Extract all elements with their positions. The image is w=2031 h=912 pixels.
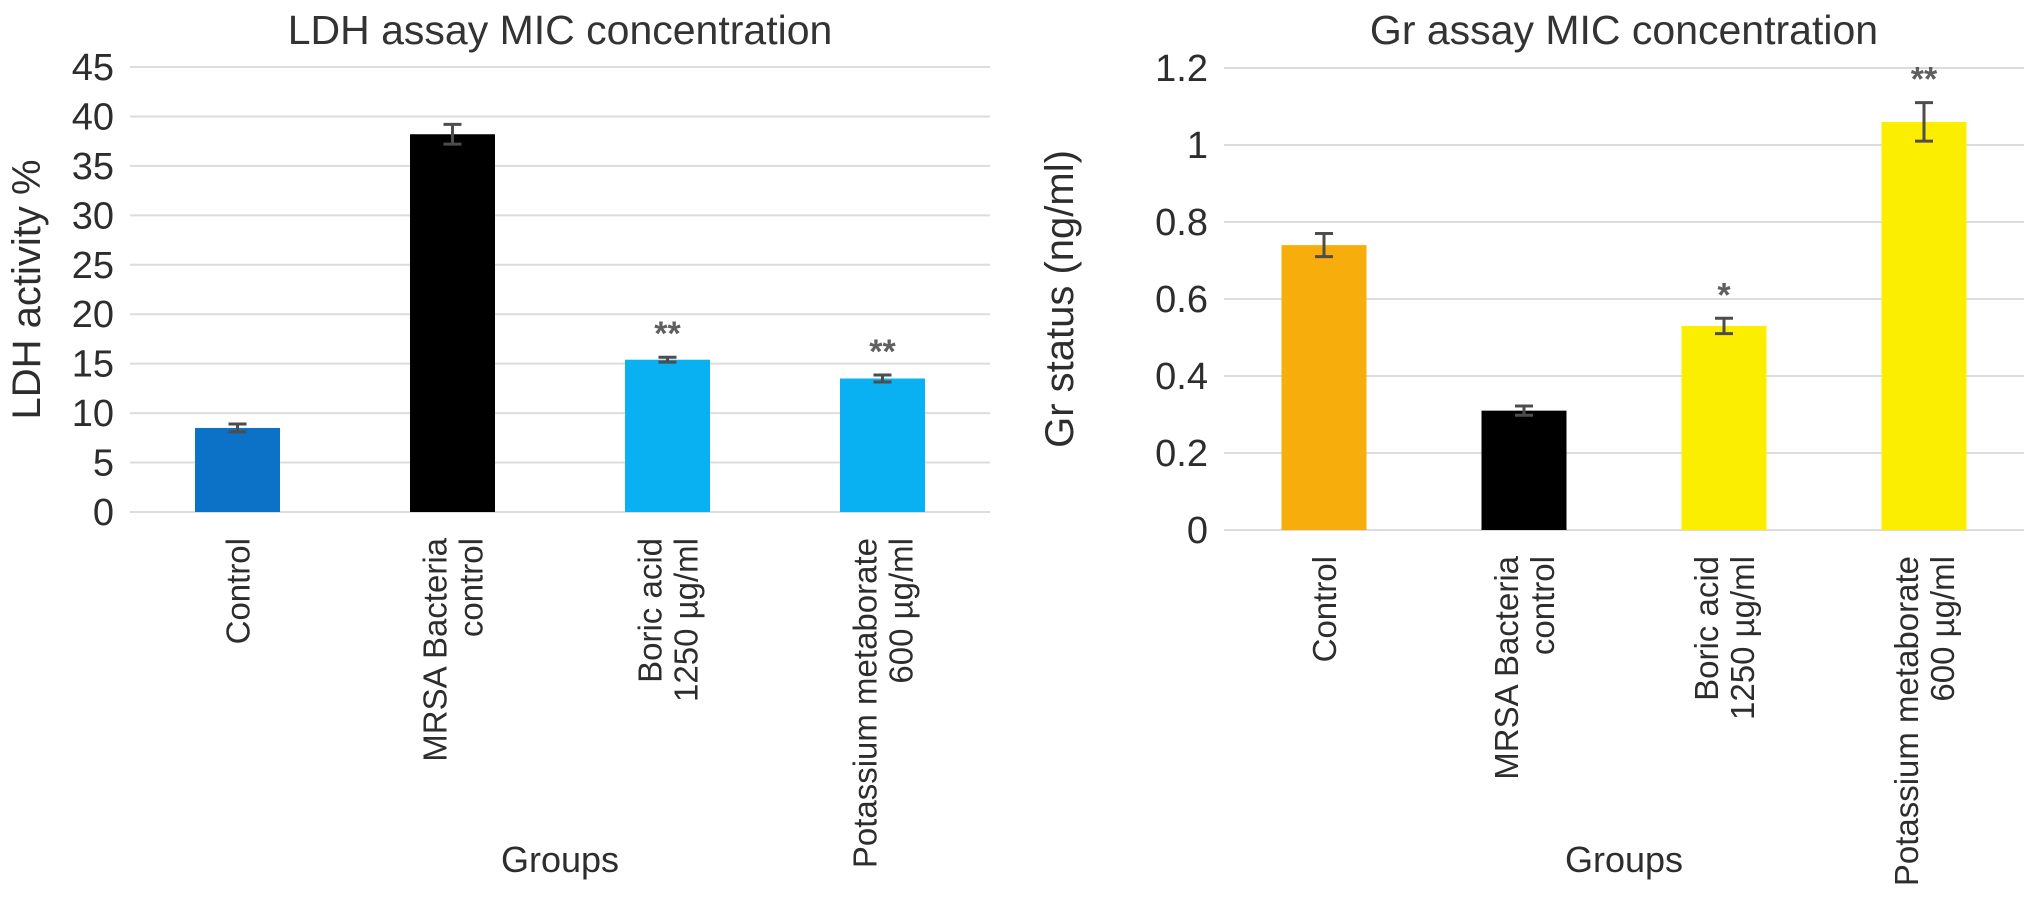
y-tick-label: 15 — [72, 344, 114, 386]
y-tick-label: 0.6 — [1155, 279, 1208, 321]
x-category-label: control — [1524, 556, 1561, 655]
x-category-label: Control — [220, 538, 257, 644]
x-category-label: 600 µg/ml — [883, 538, 920, 684]
x-category-label: 1250 µg/ml — [668, 538, 705, 702]
y-tick-label: 5 — [93, 443, 114, 485]
x-axis-label: Groups — [501, 839, 619, 880]
x-category-label: 1250 µg/ml — [1724, 556, 1761, 720]
y-tick-label: 25 — [72, 245, 114, 287]
y-tick-label: 0 — [93, 492, 114, 534]
x-category-label: Boric acid — [632, 538, 669, 683]
y-tick-label: 40 — [72, 96, 114, 138]
y-tick-label: 1.2 — [1155, 48, 1208, 90]
chart-gr-assay: 0 0.2 0.4 0.6 0.8 1 1.2 Gr assay MIC concentrat… — [1015, 0, 2031, 912]
y-tick-label: 20 — [72, 294, 114, 336]
y-tick-label: 1 — [1187, 125, 1208, 167]
significance-marker: ** — [869, 333, 896, 371]
bar — [1881, 121, 1967, 531]
y-tick-label: 0 — [1187, 510, 1208, 552]
y-axis-label: Gr status (ng/ml) — [1038, 150, 1082, 448]
x-category-label: Potassium metaborate — [1888, 556, 1925, 886]
significance-marker: ** — [1911, 61, 1938, 99]
bar — [195, 427, 280, 512]
significance-marker: ** — [654, 315, 681, 353]
bar — [1681, 325, 1767, 530]
x-category-label: MRSA Bacteria — [1488, 555, 1525, 779]
x-axis-label: Groups — [1565, 839, 1683, 880]
bar — [410, 134, 495, 512]
bar — [1481, 410, 1567, 530]
chart-ldh-assay: 0 5 10 15 20 25 30 35 40 45 LDH assay MIC concentr… — [0, 0, 1015, 912]
x-category-label: Boric acid — [1688, 556, 1725, 701]
bar — [840, 378, 925, 512]
significance-marker: * — [1717, 276, 1731, 314]
chart-title: LDH assay MIC concentration — [288, 7, 833, 53]
y-tick-label: 0.4 — [1155, 356, 1208, 398]
y-tick-label: 45 — [72, 47, 114, 89]
y-tick-label: 30 — [72, 195, 114, 237]
x-category-label: 600 µg/ml — [1924, 556, 1961, 702]
bar — [625, 359, 710, 512]
x-category-label: control — [453, 538, 490, 637]
y-tick-label: 10 — [72, 393, 114, 435]
x-category-label: MRSA Bacteria — [417, 537, 454, 761]
x-category-label: Potassium metaborate — [847, 538, 884, 868]
y-tick-label: 0.8 — [1155, 202, 1208, 244]
bar — [1281, 245, 1367, 530]
ldh-assay-bar-chart: 0 5 10 15 20 25 30 35 40 45 LDH assay MIC concentr… — [5, 7, 990, 880]
gr-assay-bar-chart: 0 0.2 0.4 0.6 0.8 1 1.2 Gr assay MIC concentrat… — [1038, 7, 2024, 886]
y-axis-label: LDH activity % — [5, 159, 49, 419]
chart-title: Gr assay MIC concentration — [1370, 7, 1878, 53]
y-tick-label: 35 — [72, 146, 114, 188]
y-tick-label: 0.2 — [1155, 433, 1208, 475]
x-category-label: Control — [1306, 556, 1343, 662]
